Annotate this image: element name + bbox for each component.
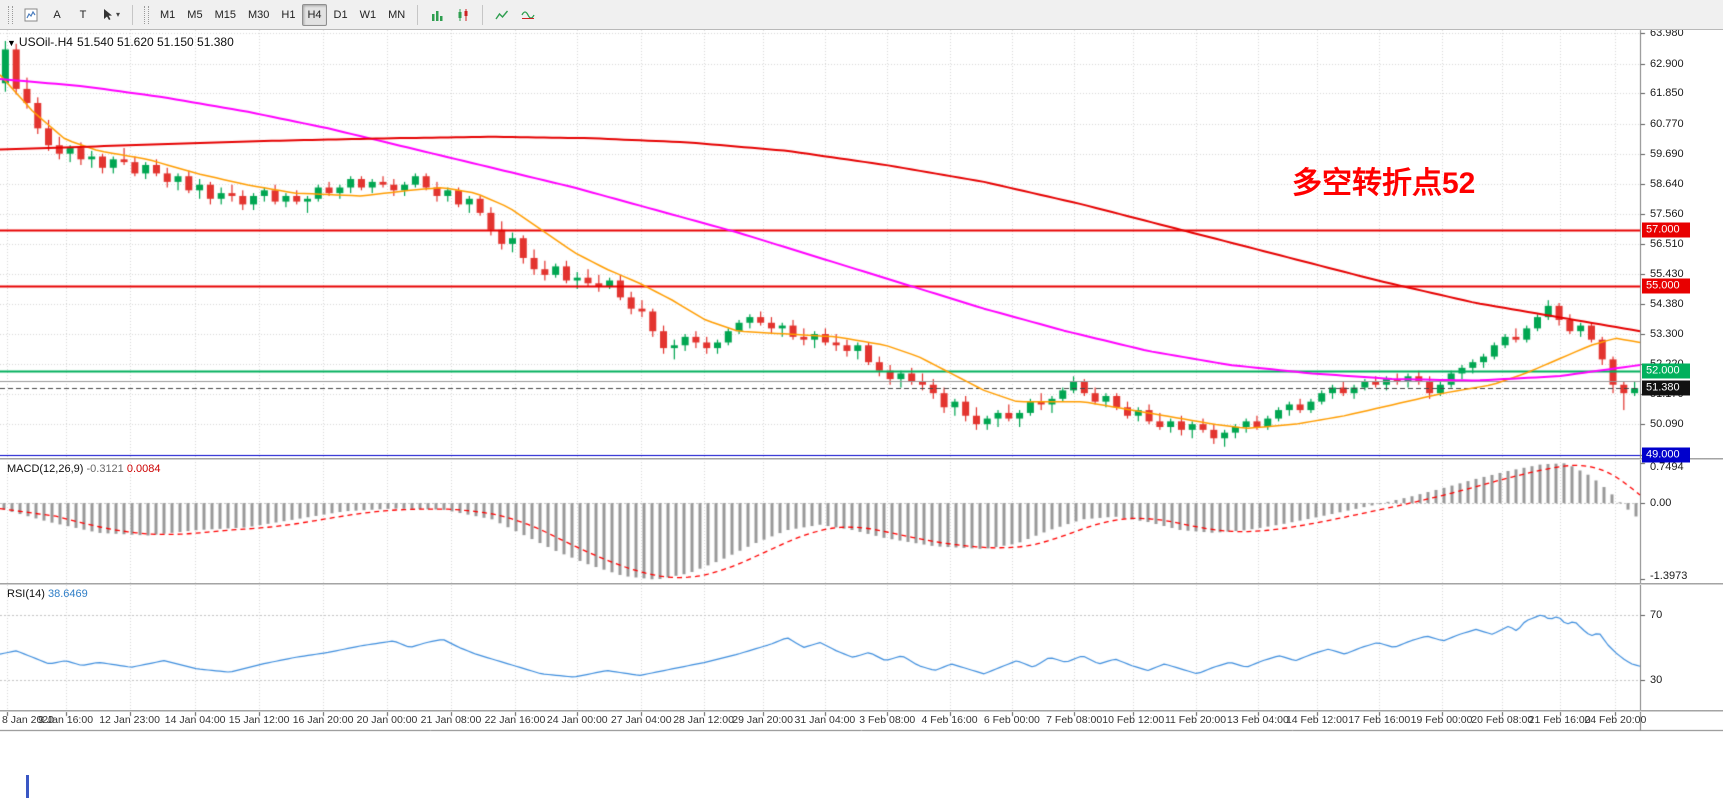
timeframe-button-h1[interactable]: H1	[281, 8, 296, 21]
bottom-left-blue-mark	[26, 775, 29, 798]
time-axis-label: 7 Feb 08:00	[1046, 714, 1103, 726]
cursor-icon	[104, 9, 112, 20]
price-axis-label: 61.850	[1650, 87, 1684, 100]
time-axis-label: 24 Jan 00:00	[546, 714, 608, 726]
indicators-button[interactable]	[516, 4, 540, 26]
macd-axis-label: 0.00	[1650, 497, 1672, 510]
time-axis-label: 14 Jan 04:00	[164, 714, 226, 726]
panel-divider-macd[interactable]	[0, 458, 1723, 460]
current-price-tag: 51.380	[1642, 380, 1690, 396]
time-axis-label: 10 Feb 12:00	[1102, 714, 1165, 726]
rsi-name: RSI(14)	[7, 588, 45, 600]
time-axis-label: 20 Feb 08:00	[1471, 714, 1534, 726]
time-axis-label: 31 Jan 04:00	[794, 714, 856, 726]
timeframe-button-h4[interactable]: H4	[302, 3, 327, 26]
panel-divider-rsi[interactable]	[0, 583, 1723, 585]
symbol-name: USOil-.H4	[18, 35, 73, 49]
toolbar: A T ▾ M1 M5 M15 M30 H1 H4 D1 W1 MN	[0, 0, 1723, 30]
time-axis-label: 29 Jan 20:00	[732, 714, 793, 726]
chart-window-icon	[24, 8, 38, 21]
time-axis-label: 8 Jan 2020	[2, 714, 54, 726]
chart-annotation-text[interactable]: 多空转折点52	[1292, 167, 1476, 200]
timeframe-button-m15[interactable]: M15	[214, 8, 236, 21]
time-axis-label: 21 Jan 08:00	[420, 714, 482, 726]
dropdown-caret-icon: ▾	[116, 10, 121, 19]
chart-window-button[interactable]	[19, 4, 43, 26]
time-axis-label: 22 Jan 16:00	[484, 714, 546, 726]
time-axis-label: 11 Feb 20:00	[1164, 714, 1227, 726]
rsi-label: RSI(14) 38.6469	[7, 588, 88, 600]
time-axis-label: 28 Jan 12:00	[673, 714, 734, 726]
timeframe-group: M1 M5 M15 M30 H1 H4 D1 W1 MN	[154, 3, 411, 26]
time-axis-label: 12 Jan 23:00	[99, 714, 160, 726]
price-tag-55000[interactable]: 55.000	[1642, 278, 1690, 294]
timeframe-button-mn[interactable]: MN	[388, 8, 406, 21]
price-axis-label: 50.090	[1650, 418, 1684, 431]
time-axis-label: 4 Feb 16:00	[921, 714, 978, 726]
price-axis-label: 63.980	[1650, 27, 1684, 40]
candlestick-chart-button[interactable]	[451, 4, 475, 26]
price-axis-label: 57.560	[1650, 207, 1684, 220]
macd-main-value: -0.3121	[86, 463, 124, 475]
time-axis-label: 14 Feb 12:00	[1285, 714, 1348, 726]
cursor-tool-button[interactable]: ▾	[97, 4, 125, 26]
bar-chart-button[interactable]	[425, 4, 449, 26]
bar-chart-icon	[432, 10, 443, 21]
price-axis-label: 60.770	[1650, 117, 1684, 130]
toolbar-grip[interactable]	[8, 5, 13, 24]
price-tag-49000[interactable]: 49.000	[1642, 447, 1690, 463]
time-axis-label: 17 Feb 16:00	[1348, 714, 1411, 726]
macd-label: MACD(12,26,9) -0.3121 0.0084	[7, 463, 161, 475]
time-axis-label: 24 Feb 20:00	[1584, 714, 1647, 726]
symbol-ohlc-label: ▼ USOil-.H4 51.540 51.620 51.150 51.380	[7, 35, 238, 49]
timeframe-button-m30[interactable]: M30	[247, 8, 270, 21]
panel-divider-timescale[interactable]	[0, 710, 1723, 712]
time-axis-label: 19 Feb 00:00	[1410, 714, 1473, 726]
timeframe-button-d1[interactable]: D1	[333, 8, 348, 21]
chart-marker-icon: ▼	[7, 38, 16, 48]
price-axis-label: 59.690	[1650, 147, 1684, 160]
time-axis-label: 9 Jan 16:00	[38, 714, 94, 726]
price-axis-label: 62.900	[1650, 57, 1684, 70]
text-tool-button[interactable]: T	[79, 8, 87, 21]
rsi-level-label: 30	[1650, 674, 1663, 687]
toolbar-separator	[132, 4, 134, 25]
candlestick-chart-icon	[458, 8, 468, 21]
macd-signal-value: 0.0084	[126, 463, 161, 475]
time-axis-label: 6 Feb 00:00	[983, 714, 1040, 726]
price-axis-label: 55.430	[1650, 268, 1684, 280]
line-chart-button[interactable]	[490, 4, 514, 26]
time-axis-label: 20 Jan 00:00	[356, 714, 418, 726]
timeframe-button-m5[interactable]: M5	[187, 8, 203, 21]
toolbar-separator	[482, 4, 484, 25]
time-axis-label: 16 Jan 20:00	[292, 714, 354, 726]
toolbar-separator	[417, 4, 419, 25]
rsi-value: 38.6469	[47, 588, 88, 600]
time-axis-label: 3 Feb 08:00	[859, 714, 916, 726]
arrow-label-button[interactable]: A	[53, 8, 61, 21]
timeframe-button-m1[interactable]: M1	[160, 8, 176, 21]
toolbar-grip[interactable]	[144, 5, 150, 24]
time-axis-label: 13 Feb 04:00	[1226, 714, 1289, 726]
timeframe-button-w1[interactable]: W1	[359, 8, 377, 21]
time-axis-label: 27 Jan 04:00	[610, 714, 672, 726]
rsi-level-label: 70	[1650, 608, 1663, 621]
indicator-icon	[521, 10, 535, 19]
time-axis-label: 15 Jan 12:00	[228, 714, 290, 726]
price-axis-label: 56.510	[1650, 237, 1684, 250]
line-chart-icon	[495, 10, 509, 19]
price-axis-label: 53.300	[1650, 328, 1684, 341]
macd-axis-label: -1.3973	[1650, 570, 1688, 582]
price-tag-52000[interactable]: 52.000	[1642, 363, 1690, 379]
price-axis-label: 54.380	[1650, 297, 1684, 310]
price-tag-57000[interactable]: 57.000	[1642, 222, 1690, 238]
price-axis-label: 58.640	[1650, 177, 1684, 190]
ohlc-values: 51.540 51.620 51.150 51.380	[76, 35, 234, 49]
time-axis-label: 21 Feb 16:00	[1528, 714, 1591, 726]
macd-axis-label: 0.7494	[1650, 461, 1684, 473]
macd-name: MACD(12,26,9)	[7, 463, 84, 475]
